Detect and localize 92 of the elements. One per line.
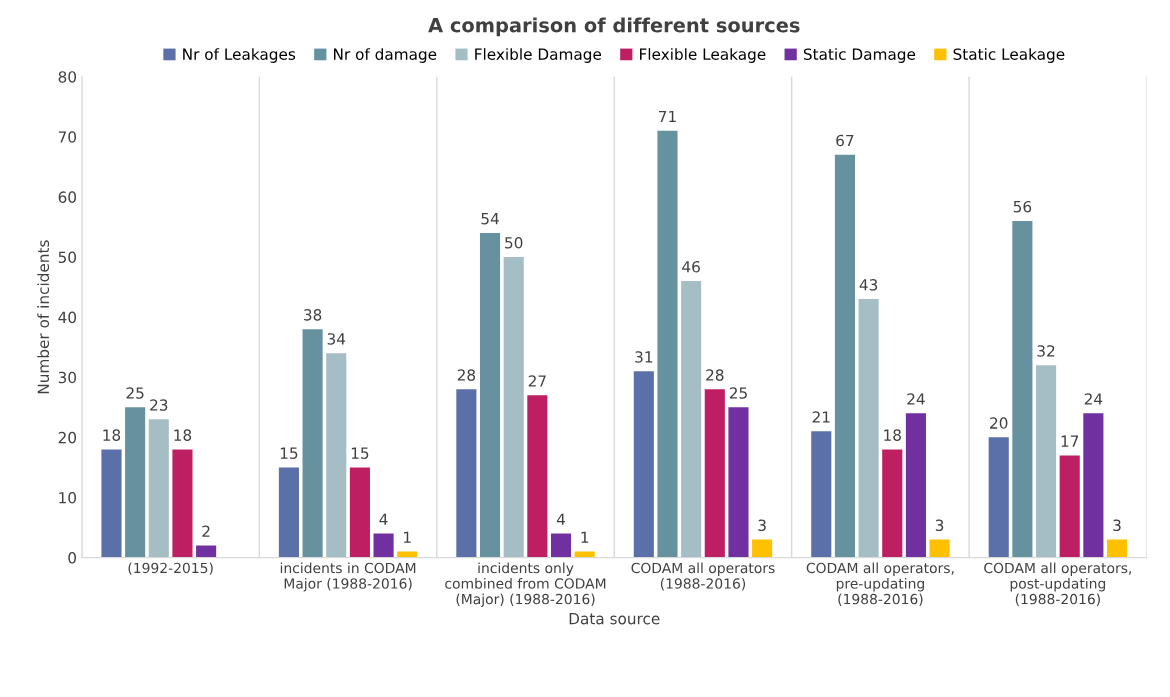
bar (1035, 365, 1057, 558)
x-tick-label: incidents only combined from CODAM (Major) (1988-2016) (445, 562, 606, 608)
legend-label: Static Damage (803, 48, 916, 63)
data-label: 24 (1084, 393, 1103, 405)
x-tick-label: CODAM all operators, pre-updating (1988-2016) (806, 562, 954, 606)
y-tick-label: 20 (58, 431, 77, 444)
data-label: 67 (836, 134, 854, 147)
data-label: 18 (884, 429, 901, 441)
bar (988, 437, 1009, 558)
bar (905, 413, 926, 558)
y-tick-label: 30 (58, 371, 77, 384)
data-label: 31 (635, 351, 653, 363)
bar (811, 431, 832, 558)
data-label: 32 (1037, 345, 1055, 357)
data-label: 54 (481, 213, 499, 225)
bar (172, 449, 193, 558)
legend-label: Flexible Leakage (640, 48, 766, 63)
data-label: 2 (202, 525, 210, 537)
x-tick-label: (1992-2015) (128, 562, 213, 575)
y-tick-label: 80 (58, 71, 77, 83)
data-label: 4 (379, 513, 388, 525)
data-label: 18 (174, 429, 192, 441)
data-label: 25 (126, 387, 144, 399)
bar (728, 407, 749, 558)
data-label: 50 (505, 236, 523, 249)
data-label: 56 (1013, 200, 1032, 213)
chart-title: A comparison of different sources (428, 17, 800, 37)
bar (633, 371, 654, 558)
data-label: 46 (682, 260, 700, 273)
bar (326, 353, 347, 558)
bar (657, 130, 678, 558)
y-tick-label: 70 (58, 131, 77, 143)
data-label: 25 (729, 387, 747, 399)
bar (681, 281, 702, 558)
data-label: 20 (990, 417, 1008, 429)
data-label: 28 (457, 369, 476, 381)
y-tick-label: 10 (59, 491, 77, 504)
data-label: 18 (103, 429, 121, 441)
data-label: 17 (1061, 435, 1079, 447)
legend-label: Nr of Leakages (183, 48, 296, 63)
bar (1012, 220, 1033, 558)
data-label: 27 (528, 375, 546, 387)
bar (929, 539, 950, 558)
x-axis-title: Data source (569, 613, 660, 625)
y-tick-label: 60 (58, 191, 77, 203)
data-label: 15 (280, 447, 298, 459)
bar (527, 395, 548, 558)
y-axis-title: Number of incidents (37, 240, 50, 394)
data-label: 15 (351, 447, 369, 459)
bar (349, 467, 370, 558)
data-label: 3 (1113, 519, 1121, 532)
bar (278, 467, 299, 558)
bar (550, 533, 572, 558)
data-label: 38 (304, 309, 322, 321)
y-tick-label: 40 (58, 311, 77, 324)
data-label: 21 (812, 411, 830, 423)
bar (858, 299, 879, 558)
legend-label: Static Leakage (953, 48, 1065, 63)
y-tick-label: 0 (68, 552, 77, 564)
x-tick-label: CODAM all operators, post-updating (1988-2016) (984, 562, 1132, 606)
data-label: 3 (935, 519, 944, 532)
bar (456, 389, 477, 558)
bar (373, 533, 394, 558)
x-tick-label: CODAM all operators (1988-2016) (631, 562, 775, 591)
data-label: 34 (327, 333, 346, 345)
y-tick-label: 50 (58, 251, 77, 264)
data-label: 1 (581, 531, 589, 543)
bar (479, 232, 501, 558)
legend-label: Flexible Damage (475, 48, 602, 63)
data-label: 71 (659, 110, 676, 123)
bar (1059, 455, 1080, 558)
bar (752, 539, 773, 558)
data-label: 24 (907, 393, 925, 405)
bar (882, 449, 903, 558)
legend-label: Nr of damage (334, 48, 437, 63)
x-tick-label: incidents in CODAM Major (1988-2016) (280, 562, 416, 592)
bar (148, 419, 169, 558)
bar (196, 545, 217, 558)
data-label: 1 (404, 531, 411, 543)
bar (834, 154, 855, 558)
data-label: 4 (556, 513, 566, 525)
bar (101, 449, 122, 558)
data-label: 28 (706, 369, 724, 381)
data-label: 43 (859, 279, 878, 291)
bar (1106, 539, 1128, 558)
bar (503, 257, 524, 558)
bar (1083, 413, 1104, 558)
data-label: 23 (150, 399, 168, 411)
bar (302, 329, 323, 558)
bar (704, 389, 725, 558)
data-label: 3 (758, 519, 766, 532)
bar (125, 407, 146, 558)
